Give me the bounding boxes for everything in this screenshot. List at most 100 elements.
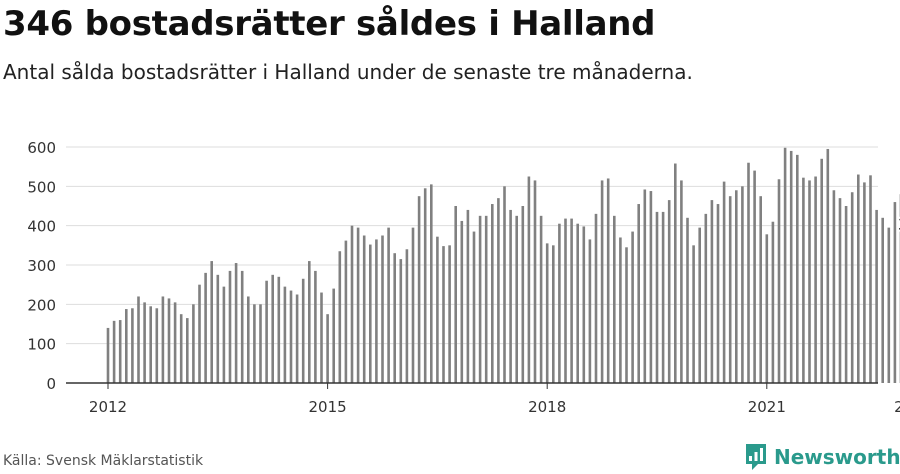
bar [393,253,396,383]
bar [326,314,329,383]
bar [344,240,348,383]
bar [771,221,775,383]
bar [192,304,195,383]
bar [765,234,769,383]
bar-chart: 0 100 200 300 400 500 600 2012 2015 2018 2021 2023… [27,139,900,416]
x-tick-label: 2023 [894,398,900,416]
bar [375,239,378,383]
bar [179,314,183,383]
bar [826,148,830,383]
bar [741,186,744,383]
bar [356,227,360,383]
bar [399,259,403,383]
bar [106,327,110,383]
y-tick-label: 300 [27,257,56,275]
bar [759,196,762,383]
bar [137,296,140,383]
bar [131,308,134,383]
bar [320,292,323,383]
bar [289,290,293,383]
bar [332,288,335,383]
bar [350,225,354,383]
bar [576,223,579,383]
brand-logo: Newsworthy [744,442,900,472]
bar [247,296,250,383]
bar [881,217,884,383]
bar [362,235,366,383]
bar [253,304,256,383]
bar [832,190,836,383]
bar [338,251,342,383]
bar [582,226,586,383]
bar [722,181,726,383]
bar [533,180,537,383]
bar [143,302,146,383]
highlight-value-label: 346 [898,215,900,234]
bar [173,302,177,383]
bar [698,227,701,383]
bar [667,200,671,383]
bar [613,215,616,383]
bar [460,220,464,383]
y-tick-label: 500 [27,178,56,196]
bar [649,191,653,383]
bar [240,270,244,383]
bar [369,244,372,383]
bar [118,320,122,383]
bar [198,284,201,383]
source-credit: Källa: Svensk Mäklarstatistik [3,453,204,469]
bar [283,286,287,383]
bar [308,261,311,383]
newsworthy-logo-icon [746,444,766,470]
bar [558,223,561,383]
bar [527,176,531,383]
bar [295,294,299,383]
bar [643,189,647,383]
bar [228,270,232,383]
bar [796,154,799,383]
bar [222,286,226,383]
bar [783,147,787,383]
bar [735,190,738,383]
bar [564,218,567,383]
y-tick-label: 200 [27,296,56,314]
bar [789,150,793,383]
bar [545,243,549,383]
bar [728,196,732,383]
bar [271,274,274,383]
bar [606,178,610,383]
bar [204,272,207,383]
bar [844,206,848,383]
y-tick-label: 100 [27,336,56,354]
bar [570,218,573,383]
y-tick-label: 600 [27,139,56,157]
bar [863,182,866,383]
bars [106,147,900,383]
x-tick-label: 2021 [748,398,786,416]
bar [454,206,457,383]
bar [186,318,189,383]
bar [478,215,482,383]
gridlines [66,146,878,345]
bar [637,204,640,383]
bar [814,176,817,383]
bar [466,209,470,383]
bar [674,163,677,383]
bar [509,209,512,383]
bar [655,211,659,383]
bar [387,227,390,383]
bar [820,158,823,383]
bar [893,202,897,383]
bar [588,239,592,383]
bar [552,245,555,383]
y-tick-label: 400 [27,218,56,236]
bar [850,192,854,383]
bar [411,227,415,383]
y-tick-label: 0 [46,375,56,393]
bar [619,237,622,383]
bar [710,200,714,383]
bar [277,276,281,383]
bar [314,270,317,383]
bar [777,179,781,383]
x-axis-ticks: 2012 2015 2018 2021 2023 [89,383,900,416]
